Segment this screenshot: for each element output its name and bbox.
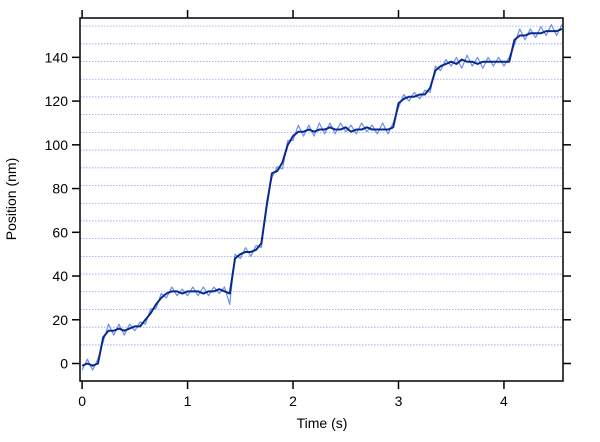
x-tick-label: 3 [395,393,403,409]
x-tick-label: 0 [78,393,86,409]
y-tick-label: 80 [52,181,68,197]
y-tick-label: 100 [45,137,69,153]
series-line [81,23,563,371]
y-tick-label: 20 [52,312,68,328]
x-tick-label: 1 [184,393,192,409]
y-tick-label: 140 [45,49,69,65]
y-tick-label: 120 [45,93,69,109]
plot-frame [79,17,564,382]
series-line [81,28,563,367]
y-axis-title: Position (nm) [3,158,19,240]
x-tick-label: 4 [500,393,508,409]
x-axis-title: Time (s) [297,415,348,431]
y-tick-label: 40 [52,268,68,284]
y-tick-label: 0 [60,356,68,372]
x-tick-label: 2 [289,393,297,409]
y-tick-label: 60 [52,224,68,240]
